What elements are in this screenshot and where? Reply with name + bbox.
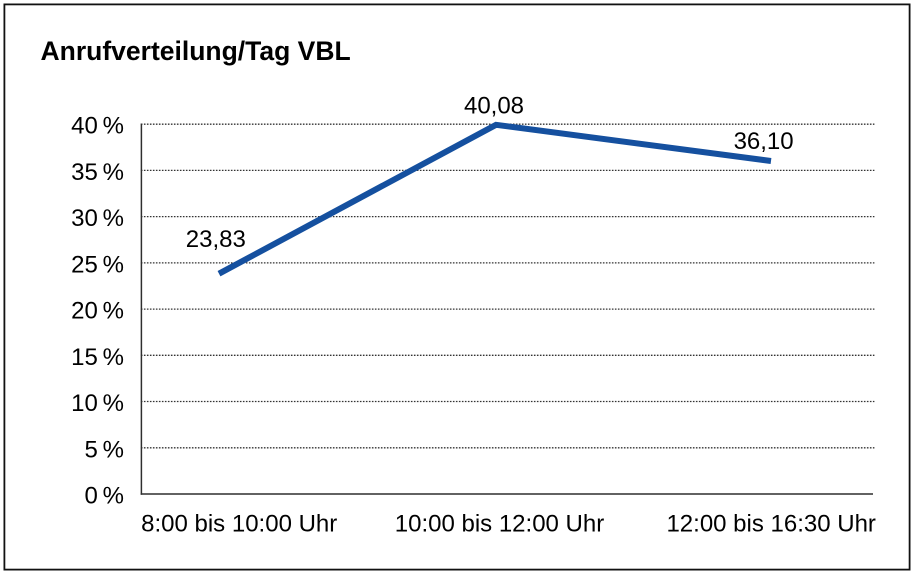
svg-text:0 %: 0 % <box>85 483 125 510</box>
svg-text:Anrufverteilung/Tag VBL: Anrufverteilung/Tag VBL <box>41 36 351 66</box>
svg-text:36,10: 36,10 <box>734 128 794 155</box>
svg-text:10:00 bis 12:00 Uhr: 10:00 bis 12:00 Uhr <box>395 511 604 538</box>
svg-text:12:00 bis 16:30 Uhr: 12:00 bis 16:30 Uhr <box>666 511 875 538</box>
svg-text:10 %: 10 % <box>71 390 124 417</box>
svg-text:35 %: 35 % <box>71 159 124 186</box>
svg-text:15 %: 15 % <box>71 344 124 371</box>
svg-text:23,83: 23,83 <box>186 226 246 253</box>
svg-text:8:00 bis 10:00 Uhr: 8:00 bis 10:00 Uhr <box>141 511 337 538</box>
svg-text:5 %: 5 % <box>85 436 125 463</box>
svg-text:25 %: 25 % <box>71 251 124 278</box>
svg-text:40,08: 40,08 <box>464 92 524 119</box>
svg-text:30 %: 30 % <box>71 205 124 232</box>
svg-text:20 %: 20 % <box>71 298 124 325</box>
svg-text:40 %: 40 % <box>71 113 124 140</box>
